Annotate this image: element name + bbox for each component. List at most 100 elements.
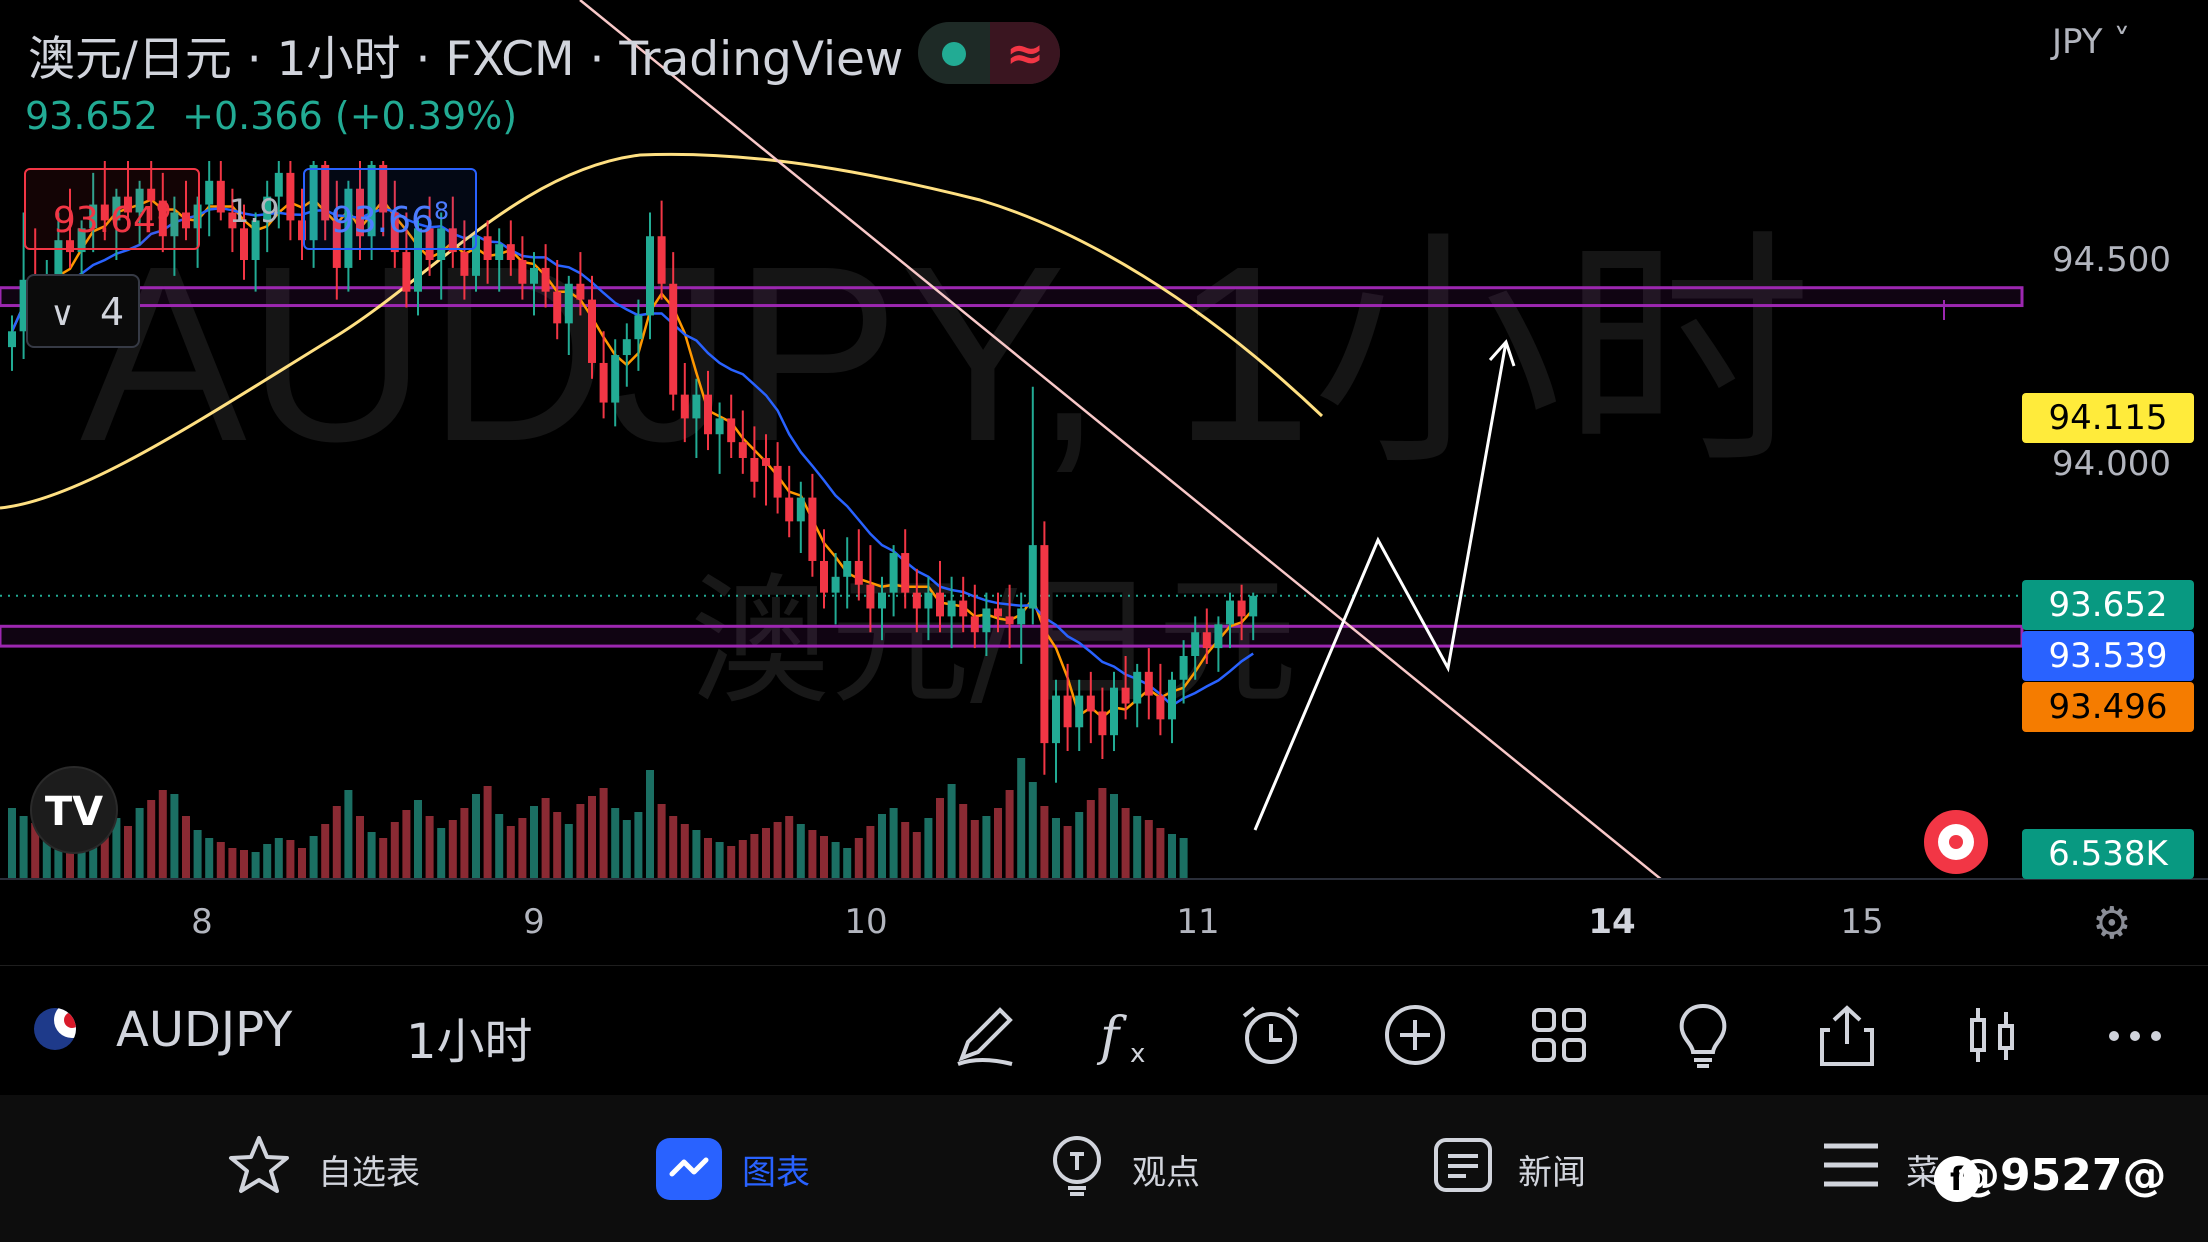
volume-bar [669, 816, 678, 878]
bottom-tab-bar [0, 1095, 2208, 1242]
volume-bar [286, 840, 295, 878]
alarm-icon[interactable] [1236, 1000, 1306, 1070]
time-label-9: 9 [523, 902, 545, 942]
candle-body [704, 394, 712, 435]
tradingview-logo-icon[interactable]: TV [30, 766, 118, 854]
candle-body [762, 458, 770, 466]
timeframe-selector[interactable]: 1小时 [406, 1014, 533, 1070]
last-price-label: 93.652 [2022, 580, 2194, 630]
more-icon[interactable] [2100, 1000, 2170, 1070]
share-icon[interactable] [1812, 1000, 1882, 1070]
record-button-icon[interactable] [1924, 810, 1988, 874]
volume-bar [1052, 818, 1060, 878]
volume-bar [518, 818, 527, 878]
candle-body [947, 600, 956, 617]
volume-bar [588, 796, 596, 878]
chart-icon[interactable] [656, 1138, 722, 1200]
ideas-icon[interactable] [1046, 1134, 1108, 1196]
volume-bar [1040, 806, 1049, 878]
candle-body [112, 196, 121, 221]
candle-body [1086, 695, 1095, 712]
volume-bar [762, 828, 770, 878]
candle-body [298, 220, 306, 241]
volume-bar [1086, 800, 1095, 878]
volume-bar [1063, 826, 1072, 878]
star-icon[interactable] [228, 1134, 290, 1196]
volume-bar [831, 842, 840, 878]
volume-bar [402, 810, 411, 878]
candle-body [634, 315, 643, 340]
volume-bar [680, 824, 689, 878]
candle-body [1133, 671, 1142, 704]
chart-settings-gear-icon[interactable]: ⚙ [2092, 898, 2132, 949]
candles-icon[interactable] [1958, 1000, 2028, 1070]
time-label-11: 11 [1176, 902, 1220, 942]
candle-body [820, 560, 828, 593]
volume-bar [576, 804, 585, 878]
menu-icon[interactable] [1820, 1134, 1882, 1196]
volume-bar [1133, 816, 1142, 878]
volume-bar [31, 823, 40, 878]
candle-body [715, 418, 724, 435]
tab-chart[interactable]: 图表 [742, 1153, 810, 1193]
currency-selector[interactable]: JPY ˅ [2052, 22, 2131, 62]
pencil-icon[interactable] [950, 1000, 1020, 1070]
candle-body [472, 236, 480, 276]
volume-bar [901, 822, 910, 878]
market-open-icon [942, 42, 966, 66]
volume-bar [298, 848, 306, 878]
candle-body [402, 252, 411, 292]
market-status-pill[interactable]: ≈ [918, 22, 1060, 84]
volume-bar [704, 838, 712, 878]
indicators-toggle[interactable]: ∨ 4 [26, 274, 140, 348]
candle-body [901, 553, 910, 593]
price-tick-94000: 94.000 [2052, 444, 2171, 484]
volume-bar [344, 790, 353, 878]
plus-circle-icon[interactable] [1380, 1000, 1450, 1070]
candle-body [808, 497, 817, 561]
tab-news[interactable]: 新闻 [1518, 1153, 1586, 1193]
sell-button[interactable]: 93.649 [24, 168, 200, 250]
candle-body [646, 236, 654, 316]
volume-bar [820, 836, 828, 878]
blue-ma-price-label: 93.539 [2022, 631, 2194, 681]
time-label-15: 15 [1840, 902, 1884, 942]
candle-body [344, 188, 353, 268]
candle-body [599, 362, 608, 403]
candle-body [889, 553, 898, 593]
candle-body [970, 616, 979, 633]
grid-icon[interactable] [1524, 1000, 1594, 1070]
candle-body [8, 331, 16, 348]
candle-body [692, 394, 701, 419]
volume-bar [657, 804, 666, 878]
candle-body [878, 592, 886, 609]
volume-bar [727, 846, 736, 878]
tab-ideas[interactable]: 观点 [1132, 1153, 1200, 1193]
volume-bar [564, 824, 573, 878]
tab-watchlist[interactable]: 自选表 [318, 1153, 420, 1193]
candle-body [1121, 687, 1130, 704]
resistance-zone [0, 286, 2024, 308]
price-chart[interactable]: AUDJPY, 1小时 澳元/日元 [0, 0, 2208, 880]
price-change-pct: (+0.39%) [334, 94, 518, 138]
candle-body [1063, 695, 1072, 728]
buy-button[interactable]: 93.668 [303, 168, 477, 250]
overlay-watermark: @9527@ [1956, 1150, 2167, 1201]
chevron-down-icon: ∨ [50, 294, 75, 334]
volume-bar [611, 808, 620, 878]
volume-bar [541, 798, 550, 878]
candles [8, 161, 1258, 783]
symbol-selector[interactable]: AUDJPY [116, 1002, 293, 1058]
candle-body [1017, 608, 1026, 625]
lightbulb-icon[interactable] [1668, 1000, 1738, 1070]
candle-body [414, 228, 422, 292]
news-icon[interactable] [1432, 1134, 1494, 1196]
candle-body [205, 180, 214, 205]
volume-bar [483, 786, 492, 878]
last-price: 93.652 [25, 94, 158, 138]
candle-body [843, 560, 852, 577]
candle-body [1191, 632, 1200, 656]
candle-body [1098, 711, 1107, 736]
volume-bar [715, 842, 724, 878]
